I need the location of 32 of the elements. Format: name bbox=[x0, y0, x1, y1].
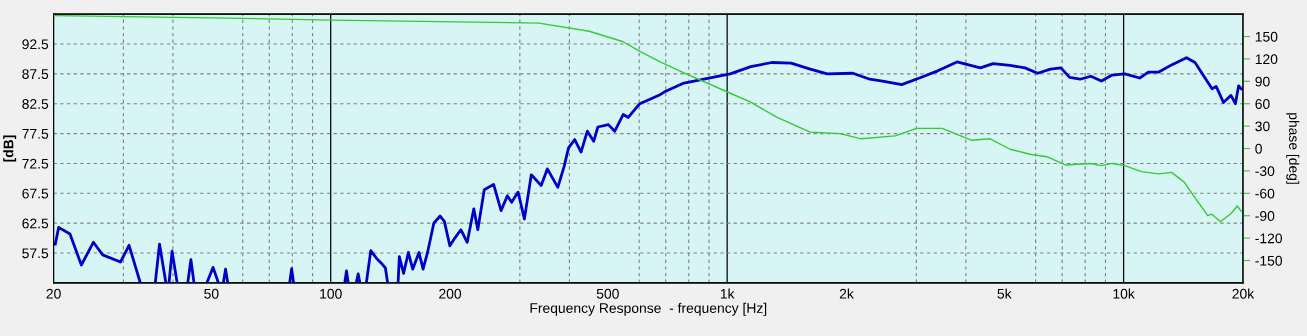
y-tick-label: 57.5 bbox=[22, 248, 49, 259]
x-tick-label: 200 bbox=[439, 288, 462, 299]
y2-tick-label: -150 bbox=[1255, 255, 1283, 266]
x-axis-title: Frequency Response - frequency [Hz] bbox=[530, 302, 767, 316]
x-tick-label: 20k bbox=[1232, 288, 1255, 299]
y2-tick-label: 150 bbox=[1255, 31, 1278, 42]
y2-tick-label: 0 bbox=[1255, 143, 1262, 154]
x-tick-label: 1k bbox=[720, 288, 735, 299]
y2-tick-label: 90 bbox=[1255, 76, 1270, 87]
y-tick-label: 77.5 bbox=[22, 129, 49, 139]
y-tick-label: 92.5 bbox=[22, 39, 49, 50]
y-axis-title: [dB] bbox=[3, 135, 17, 162]
y2-tick-label: -120 bbox=[1255, 233, 1283, 244]
x-tick-label: 10k bbox=[1113, 288, 1135, 299]
y2-tick-label: 60 bbox=[1255, 99, 1270, 109]
y-tick-label: 82.5 bbox=[22, 99, 49, 109]
y-tick-label: 62.5 bbox=[22, 218, 49, 229]
x-tick-label: 5k bbox=[997, 288, 1012, 299]
x-tick-label: 100 bbox=[320, 288, 342, 299]
y2-tick-label: -30 bbox=[1255, 166, 1275, 177]
y-tick-label: 72.5 bbox=[22, 158, 49, 169]
y2-tick-label: -90 bbox=[1255, 211, 1275, 221]
y2-tick-label: 120 bbox=[1255, 54, 1278, 65]
y2-tick-label: 30 bbox=[1255, 121, 1270, 132]
y2-axis-title: phase [deg] bbox=[1286, 113, 1300, 184]
y-tick-label: 87.5 bbox=[22, 69, 49, 80]
y2-tick-label: -60 bbox=[1255, 188, 1275, 199]
x-tick-label: 2k bbox=[839, 288, 854, 299]
y-tick-label: 67.5 bbox=[22, 188, 49, 199]
x-tick-label: 500 bbox=[596, 288, 619, 299]
x-tick-label: 20 bbox=[46, 288, 61, 299]
x-tick-label: 50 bbox=[204, 288, 219, 299]
